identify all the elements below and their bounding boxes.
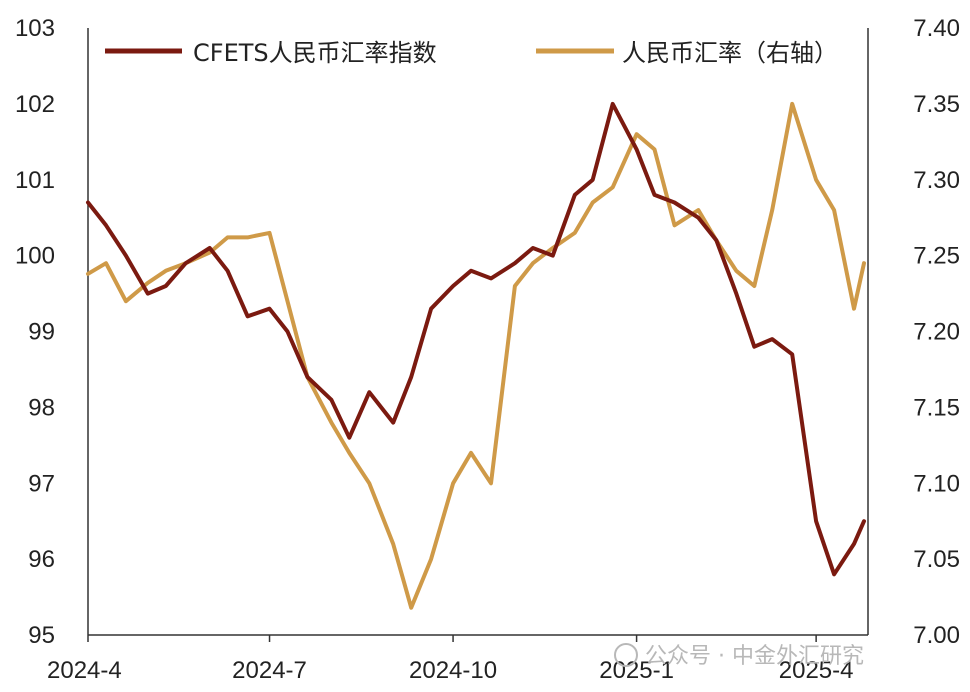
legend-label-cfets: CFETS人民币汇率指数 [193, 39, 437, 67]
right-y-tick-label: 7.20 [913, 319, 960, 346]
x-tick-label: 2024-10 [409, 657, 497, 684]
left-y-tick-label: 99 [28, 319, 55, 346]
series-layer [86, 101, 866, 610]
right-y-tick-label: 7.10 [913, 470, 960, 497]
x-tick-label: 2025-1 [599, 657, 674, 684]
left-y-tick-label: 103 [15, 15, 55, 42]
left-y-tick-label: 98 [28, 394, 55, 421]
wechat-icon [614, 643, 638, 667]
x-tick-label: 2025-4 [779, 657, 854, 684]
right-y-tick-label: 7.00 [913, 622, 960, 649]
right-y-tick-label: 7.05 [913, 546, 960, 573]
left-y-tick-label: 97 [28, 470, 55, 497]
left-y-axis-ticks: 95 96 97 98 99 100 101 102 103 [15, 15, 55, 649]
left-y-tick-label: 101 [15, 167, 55, 194]
left-y-tick-label: 100 [15, 243, 55, 270]
right-y-tick-label: 7.35 [913, 91, 960, 118]
x-axis-ticks: 2024-4 2024-7 2024-10 2025-1 2025-4 [47, 635, 854, 684]
watermark: 公众号 · 中金外汇研究 [614, 643, 864, 669]
watermark-text: 公众号 · 中金外汇研究 [645, 644, 864, 669]
right-y-tick-label: 7.15 [913, 394, 960, 421]
right-y-axis-ticks: 7.00 7.05 7.10 7.15 7.20 7.25 7.30 7.35 7.40 [913, 15, 960, 649]
right-y-tick-label: 7.25 [913, 243, 960, 270]
series-line-usdcny [86, 101, 866, 610]
left-y-tick-label: 95 [28, 622, 55, 649]
x-tick-label: 2024-4 [47, 657, 122, 684]
left-y-tick-label: 96 [28, 546, 55, 573]
right-y-tick-label: 7.40 [913, 15, 960, 42]
left-y-tick-label: 102 [15, 91, 55, 118]
x-tick-label: 2024-7 [232, 657, 307, 684]
legend-label-usdcny: 人民币汇率（右轴） [622, 39, 838, 67]
legend: CFETS人民币汇率指数 人民币汇率（右轴） [105, 39, 838, 67]
series-line-cfets [86, 101, 866, 577]
right-y-tick-label: 7.30 [913, 167, 960, 194]
